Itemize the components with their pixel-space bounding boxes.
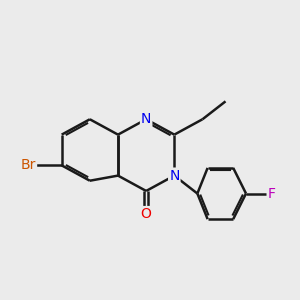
Text: Br: Br	[21, 158, 36, 172]
Text: F: F	[268, 187, 276, 200]
Text: N: N	[169, 169, 179, 183]
Text: O: O	[141, 207, 152, 221]
Text: N: N	[141, 112, 151, 126]
